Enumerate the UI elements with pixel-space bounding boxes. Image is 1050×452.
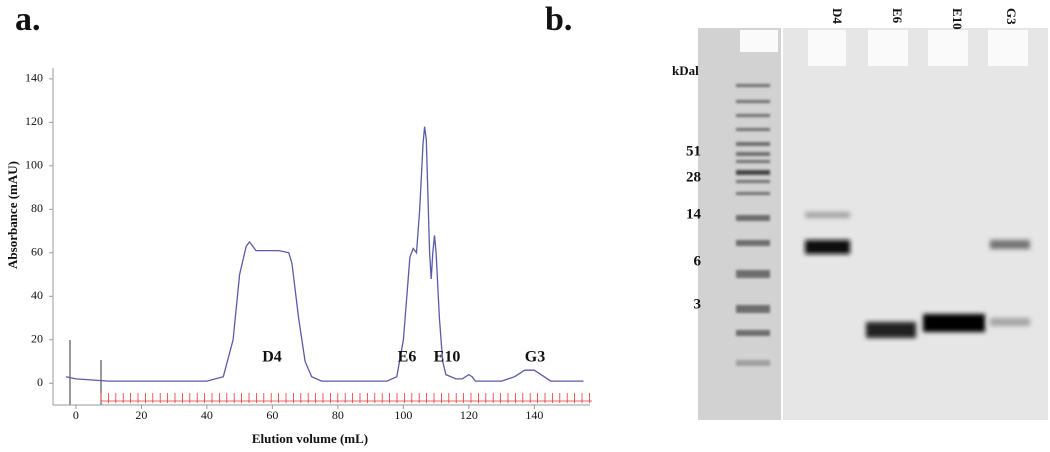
marker-label: 6 — [694, 253, 702, 269]
peak-label: E6 — [398, 349, 417, 366]
fraction-strip — [69, 340, 592, 405]
marker-label: 14 — [686, 206, 702, 222]
y-tick-label: 60 — [31, 245, 43, 259]
peak-label: D4 — [262, 349, 282, 366]
peak-label: E10 — [434, 349, 461, 366]
lane-label: E6 — [890, 8, 905, 24]
x-tick-label: 100 — [394, 408, 412, 422]
x-tick-label: 60 — [266, 408, 278, 422]
lane-label: G3 — [1004, 8, 1019, 25]
chromatogram-line — [65, 126, 584, 382]
x-axis-title: Elution volume (mL) — [252, 431, 368, 446]
y-tick-label: 80 — [31, 201, 43, 215]
x-tick-label: 140 — [525, 408, 543, 422]
x-tick-label: 120 — [460, 408, 478, 422]
peak-label: G3 — [525, 349, 545, 366]
marker-label: 28 — [686, 169, 701, 185]
x-tick-label: 80 — [332, 408, 344, 422]
y-tick-label: 120 — [25, 114, 43, 128]
y-tick-label: 20 — [31, 332, 43, 346]
x-tick-label: 20 — [135, 408, 147, 422]
x-tick-label: 0 — [73, 408, 79, 422]
x-tick-label: 40 — [201, 408, 213, 422]
y-tick-label: 0 — [37, 375, 43, 389]
lane-label: E10 — [950, 8, 965, 30]
panel-label: b. — [545, 1, 572, 38]
lane-label: D4 — [830, 8, 845, 24]
gel-image — [698, 28, 1048, 420]
y-axis-title: Absorbance (mAU) — [5, 161, 20, 269]
y-tick-label: 140 — [25, 71, 43, 85]
marker-label: 3 — [694, 296, 702, 312]
marker-label: 51 — [686, 143, 701, 159]
y-tick-label: 40 — [31, 288, 43, 302]
panel-label: a. — [15, 1, 41, 38]
gel-unit: kDal — [672, 63, 699, 78]
y-tick-label: 100 — [25, 158, 43, 172]
